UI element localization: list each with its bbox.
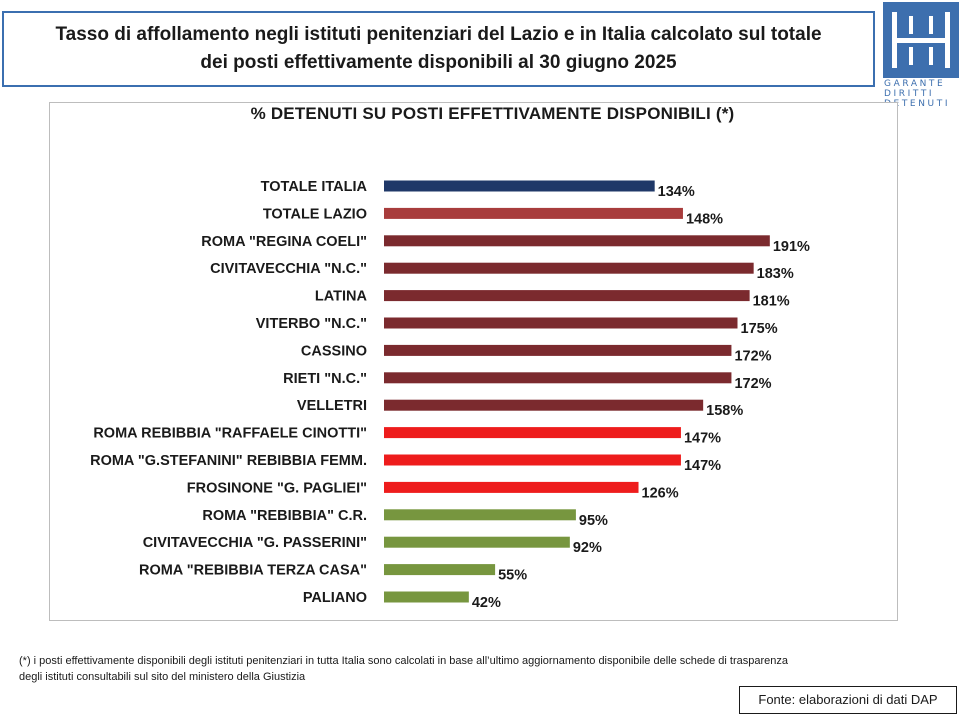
bar — [384, 536, 570, 548]
data-label: 183% — [757, 266, 794, 282]
category-label: FROSINONE "G. PAGLIEI" — [187, 480, 367, 496]
bar — [384, 564, 496, 576]
bar — [384, 235, 770, 247]
bar — [384, 427, 681, 439]
footnote-line-2: degli istituti consultabili sul sito del… — [19, 671, 306, 683]
data-label: 126% — [642, 485, 679, 501]
category-label: PALIANO — [303, 590, 367, 606]
data-label: 147% — [684, 431, 721, 447]
category-label: CIVITAVECCHIA "G. PASSERINI" — [143, 535, 367, 551]
data-label: 175% — [741, 321, 778, 337]
bar — [384, 372, 732, 384]
bar — [384, 317, 738, 329]
data-label: 55% — [498, 568, 527, 584]
bar — [384, 290, 750, 302]
data-label: 42% — [472, 595, 501, 611]
bar — [384, 481, 639, 493]
category-label: TOTALE ITALIA — [261, 179, 368, 195]
category-label: VELLETRI — [297, 398, 367, 414]
category-label: LATINA — [315, 289, 368, 305]
bar — [384, 591, 469, 603]
logo-text-detenuti: DETENUTI — [884, 99, 951, 106]
data-label: 147% — [684, 458, 721, 474]
category-label: ROMA "G.STEFANINI" REBIBBIA FEMM. — [90, 453, 367, 469]
data-label: 172% — [734, 348, 771, 364]
category-label: ROMA "REBIBBIA" C.R. — [202, 508, 367, 524]
logo-text-garante: GARANTE — [884, 79, 946, 89]
page-title-line-1: Tasso di affollamento negli istituti pen… — [55, 24, 822, 45]
category-label: CASSINO — [301, 343, 367, 359]
title-box: Tasso di affollamento negli istituti pen… — [2, 11, 875, 87]
chart-title: % DETENUTI SU POSTI EFFETTIVAMENTE DISPO… — [49, 104, 898, 124]
data-label: 181% — [753, 294, 790, 310]
category-label: CIVITAVECCHIA "N.C." — [210, 261, 367, 277]
bar — [384, 207, 683, 219]
data-label: 172% — [734, 376, 771, 392]
garante-logo-icon — [883, 2, 959, 78]
chart-title-text: % DETENUTI SU POSTI EFFETTIVAMENTE DISPO… — [250, 104, 735, 123]
category-label: ROMA REBIBBIA "RAFFAELE CINOTTI" — [93, 426, 367, 442]
data-label: 158% — [706, 403, 743, 419]
bar — [384, 454, 681, 466]
category-label: RIETI "N.C." — [283, 371, 367, 387]
bar — [384, 509, 576, 521]
logo-text-diritti: DIRITTI — [884, 89, 935, 99]
data-label: 95% — [579, 513, 608, 529]
data-label: 92% — [573, 540, 602, 556]
footnote: (*) i posti effettivamente disponibili d… — [19, 653, 949, 685]
bar — [384, 180, 655, 192]
data-label: 191% — [773, 239, 810, 255]
category-label: TOTALE LAZIO — [263, 206, 367, 222]
data-label: 134% — [658, 184, 695, 200]
category-label: VITERBO "N.C." — [256, 316, 367, 332]
data-label: 148% — [686, 211, 723, 227]
category-label: ROMA "REGINA COELI" — [201, 234, 367, 250]
category-label: ROMA "REBIBBIA TERZA CASA" — [139, 563, 367, 579]
footnote-line-1: (*) i posti effettivamente disponibili d… — [19, 655, 789, 667]
page-title-line-2: dei posti effettivamente disponibili al … — [200, 52, 677, 73]
bar — [384, 262, 754, 274]
source-box: Fonte: elaborazioni di dati DAP — [739, 686, 957, 714]
bar — [384, 344, 732, 356]
bar — [384, 399, 704, 411]
